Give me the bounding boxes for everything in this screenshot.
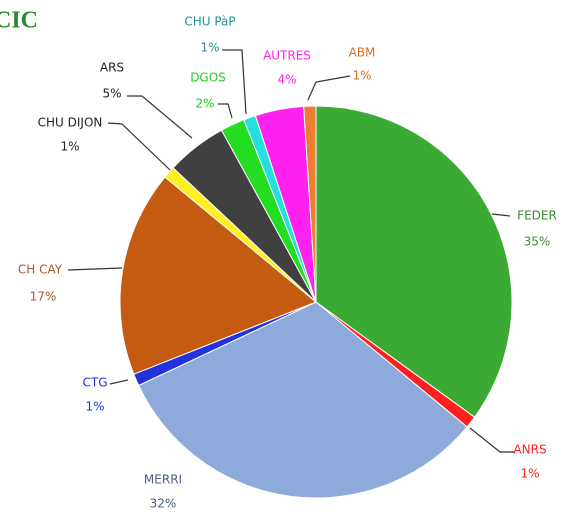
chart-title: CIC [0, 8, 38, 34]
leader-line [307, 75, 351, 101]
leader-line [109, 379, 129, 385]
slice-label: CHU DIJON [38, 116, 103, 130]
leader-line [107, 122, 171, 171]
leader-line [67, 267, 123, 271]
leader-line [127, 95, 193, 139]
slice-label: CHU PàP [184, 15, 235, 29]
value-label: 1% [85, 400, 104, 414]
value-label: 32% [150, 497, 177, 511]
slice-label: ARS [100, 61, 124, 75]
slice-label: DGOS [190, 71, 226, 85]
value-label: 5% [102, 87, 121, 101]
slice-label: ABM [349, 46, 376, 60]
pie-slice [119, 176, 317, 375]
slice-label: ANRS [513, 443, 546, 457]
pie-slice [303, 105, 317, 303]
slice-label: AUTRES [263, 49, 311, 63]
value-label: 1% [60, 140, 79, 154]
leader-line [491, 213, 511, 217]
leader-line [218, 103, 233, 119]
slice-label: FEDER [517, 209, 557, 223]
slice-label: CH CAY [18, 263, 63, 277]
value-label: 1% [200, 41, 219, 55]
leader-line [469, 427, 515, 453]
value-label: 4% [277, 73, 296, 87]
slice-label: MERRI [144, 473, 182, 487]
pie-slice [315, 105, 513, 418]
value-label: 2% [195, 97, 214, 111]
leader-line [222, 49, 247, 115]
value-label: 35% [524, 235, 551, 249]
pie-slice [137, 301, 468, 499]
value-label: 1% [520, 467, 539, 481]
value-label: 1% [352, 69, 371, 83]
slice-label: CTG [82, 376, 107, 390]
value-label: 17% [30, 290, 57, 304]
